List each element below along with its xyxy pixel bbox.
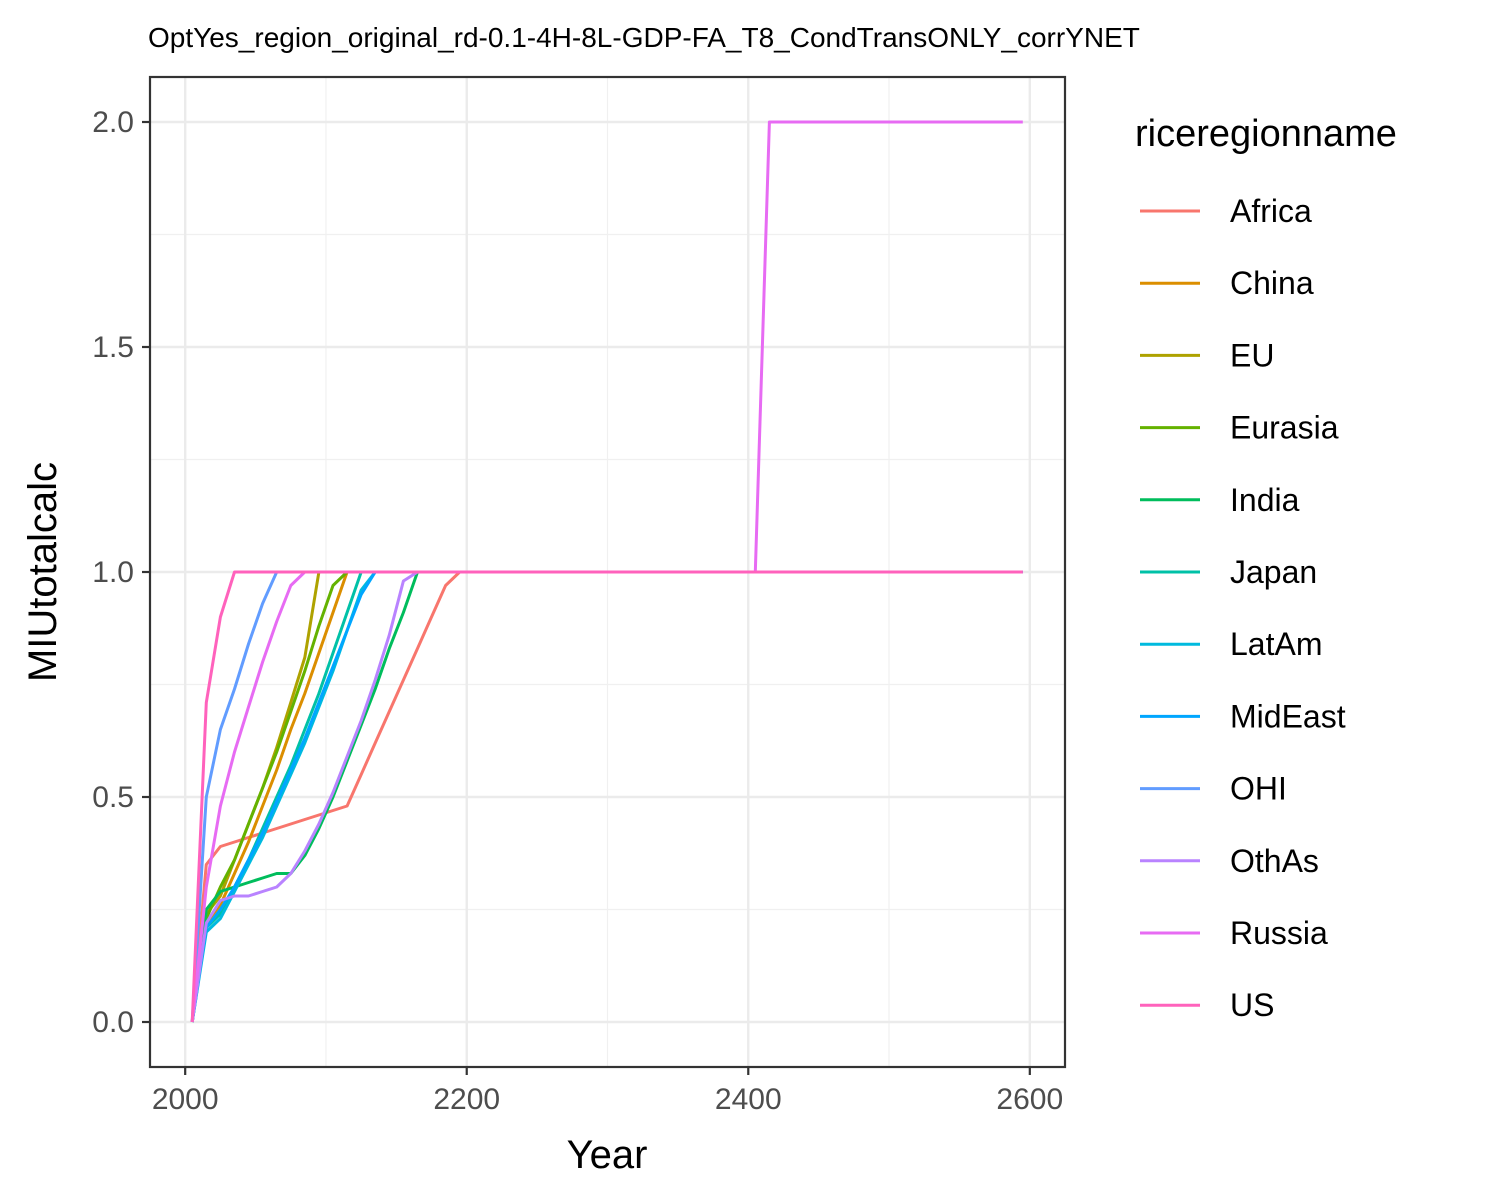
- legend-label: India: [1230, 482, 1300, 518]
- legend-title: riceregionname: [1135, 113, 1397, 155]
- legend-label: Russia: [1230, 915, 1328, 951]
- legend-item-othas: OthAs: [1140, 843, 1319, 879]
- legend: riceregionname Africa China EU Eurasia India…: [1135, 113, 1397, 1023]
- legend-item-japan: Japan: [1140, 554, 1317, 590]
- legend-label: OthAs: [1230, 843, 1319, 879]
- legend-label: OHI: [1230, 771, 1287, 807]
- legend-label: Africa: [1230, 193, 1312, 229]
- legend-label: Eurasia: [1230, 410, 1339, 446]
- legend-label: China: [1230, 265, 1314, 301]
- y-tick-label: 1.5: [92, 331, 134, 364]
- legend-item-mideast: MidEast: [1140, 698, 1346, 734]
- y-tick-label: 1.0: [92, 556, 134, 589]
- x-axis-title: Year: [567, 1133, 648, 1177]
- legend-item-africa: Africa: [1140, 193, 1312, 229]
- legend-item-latam: LatAm: [1140, 626, 1322, 662]
- x-tick-label: 2200: [433, 1083, 500, 1116]
- legend-label: MidEast: [1230, 698, 1346, 734]
- series-line-africa: [190, 570, 1023, 1023]
- legend-label: LatAm: [1230, 626, 1322, 662]
- plot-panel: 2000 2200 2400 2600 0.0 0.5 1.0 1.5 2.0: [92, 75, 1067, 1116]
- y-tick-label: 0.0: [92, 1006, 134, 1039]
- legend-label: Japan: [1230, 554, 1317, 590]
- y-axis-title: MIUtotalcalc: [21, 462, 65, 682]
- x-tick-label: 2400: [715, 1083, 782, 1116]
- series-line-ohi: [190, 570, 1023, 1023]
- series-line-mideast: [190, 570, 1023, 1023]
- legend-label: EU: [1230, 337, 1274, 373]
- legend-item-eurasia: Eurasia: [1140, 410, 1339, 446]
- series-line-us: [190, 570, 1023, 1023]
- y-tick-label: 2.0: [92, 106, 134, 139]
- y-tick-label: 0.5: [92, 781, 134, 814]
- chart-title: OptYes_region_original_rd-0.1-4H-8L-GDP-…: [148, 22, 1140, 53]
- legend-item-china: China: [1140, 265, 1314, 301]
- series-line-othas: [190, 570, 1023, 1023]
- legend-item-russia: Russia: [1140, 915, 1328, 951]
- series-line-eurasia: [190, 570, 1023, 1023]
- x-tick-label: 2000: [152, 1083, 219, 1116]
- legend-item-us: US: [1140, 987, 1274, 1023]
- series-line-russia: [190, 120, 1023, 1023]
- legend-label: US: [1230, 987, 1274, 1023]
- series-line-china: [190, 570, 1023, 1023]
- legend-item-india: India: [1140, 482, 1300, 518]
- legend-item-eu: EU: [1140, 337, 1274, 373]
- x-tick-label: 2600: [996, 1083, 1063, 1116]
- series-line-japan: [190, 570, 1023, 1023]
- legend-item-ohi: OHI: [1140, 771, 1287, 807]
